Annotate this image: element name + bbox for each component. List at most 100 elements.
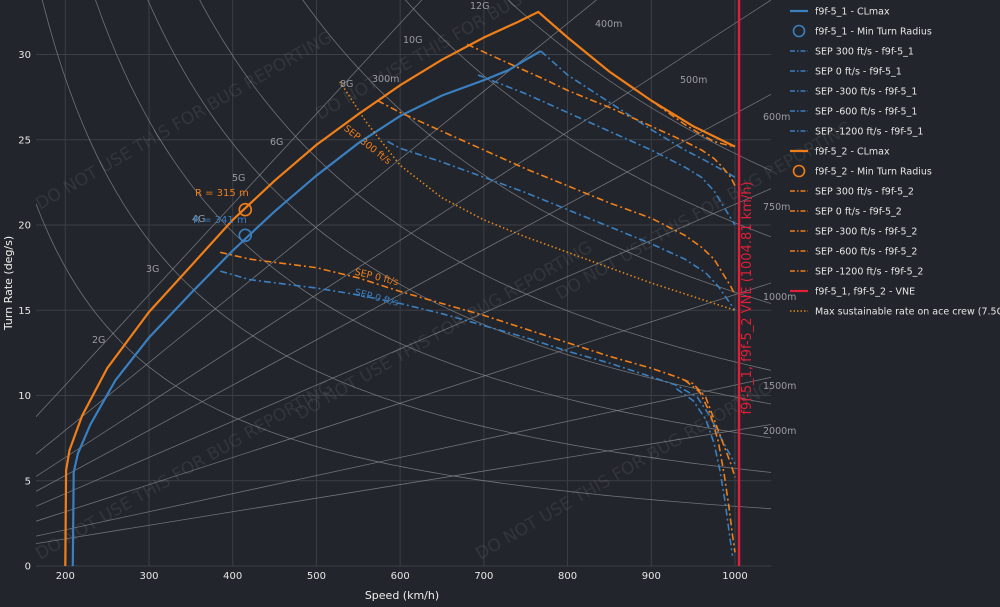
series-line [219,270,736,465]
y-axis-title: Turn Rate (deg/s) [2,236,15,331]
x-tick-label: 1000 [722,571,747,582]
legend-item[interactable]: f9f-5_1, f9f-5_2 - VNE [790,287,915,298]
series-line [477,74,736,226]
x-tick-label: 900 [642,571,661,582]
g-load-label: 3G [146,264,159,275]
legend-item[interactable]: SEP 300 ft/s - f9f-5_1 [790,47,914,58]
radius-line [36,188,771,507]
legend-label: SEP 300 ft/s - f9f-5_2 [815,187,914,198]
g-load-label: 6G [270,137,283,148]
legend-label: SEP -600 ft/s - f9f-5_1 [815,107,917,118]
legend-label: SEP -300 ft/s - f9f-5_2 [815,227,917,238]
radius-line [36,424,771,545]
legend-item[interactable]: SEP -1200 ft/s - f9f-5_2 [790,267,923,278]
legend-item[interactable]: f9f-5_2 - CLmax [790,147,890,158]
x-tick-label: 600 [391,571,410,582]
watermark-text: DO NOT USE THIS FOR BUG REPORTING [553,118,856,305]
legend-item[interactable]: SEP -300 ft/s - f9f-5_2 [790,227,917,238]
g-load-line [404,0,771,238]
legend-label: f9f-5_1 - Min Turn Radius [815,27,932,38]
legend-label: f9f-5_1, f9f-5_2 - VNE [815,287,915,298]
sep-annotation: SEP 300 ft/s [341,123,393,167]
radius-line [36,0,598,455]
radius-line [36,376,771,537]
g-load-label: 8G [340,79,353,90]
series-line [339,81,736,312]
radius-line [36,282,771,522]
axes: Speed (km/h) Turn Rate (deg/s) 200 300 400… [2,50,748,602]
series-line [466,43,736,187]
radius-label: 400m [595,19,622,30]
sep-annotation: SEP 0 ft/s [353,267,399,289]
radius-label: 2000m [763,426,796,437]
legend[interactable]: f9f-5_1 - CLmax f9f-5_1 - Min Turn Radius… [790,7,1000,318]
legend-label: Max sustainable rate on ace crew (7.5G) [815,307,1000,318]
legend-label: SEP 300 ft/s - f9f-5_1 [815,47,914,58]
legend-label: SEP 0 ft/s - f9f-5_2 [815,207,902,218]
x-tick-label: 700 [474,571,493,582]
y-tick-label: 10 [18,391,31,402]
legend-item[interactable]: SEP -600 ft/s - f9f-5_2 [790,247,917,258]
legend-marker-symbol [792,164,806,178]
series-line [220,251,736,478]
g-load-label: 10G [403,35,422,46]
series-line [675,388,734,556]
y-tick-label: 0 [25,562,31,573]
legend-item[interactable]: SEP 300 ft/s - f9f-5_2 [790,187,914,198]
g-load-line [147,0,771,405]
radius-label: 1000m [763,292,796,303]
legend-item[interactable]: SEP 0 ft/s - f9f-5_1 [790,67,902,78]
x-tick-label: 400 [223,571,242,582]
y-tick-label: 30 [18,50,31,61]
y-tick-label: 5 [25,476,31,487]
watermark-text: DO NOT USE THIS FOR BUG REPORTING [293,238,596,425]
y-tick-label: 15 [18,306,31,317]
legend-item[interactable]: f9f-5_1 - Min Turn Radius [792,24,932,38]
min-turn-radius-marker [238,202,253,217]
sep-annotation: SEP 0 ft/s [353,287,399,309]
g-load-label: 12G [470,1,489,12]
grid [36,0,771,567]
min-turn-radius-label: R = 315 m [195,188,249,199]
g-load-label: 4G [192,214,205,225]
legend-item[interactable]: SEP -300 ft/s - f9f-5_1 [790,87,917,98]
series-line [71,50,542,566]
legend-item[interactable]: SEP 0 ft/s - f9f-5_2 [790,207,902,218]
legend-item[interactable]: f9f-5_2 - Min Turn Radius [792,164,932,178]
legend-label: SEP -600 ft/s - f9f-5_2 [815,247,917,258]
legend-label: f9f-5_1 - CLmax [815,7,890,18]
legend-item[interactable]: Max sustainable rate on ace crew (7.5G) [790,307,1000,318]
series-layer [64,0,741,566]
legend-marker-symbol [792,24,806,38]
g-load-line [36,203,771,510]
radius-label: 300m [372,74,399,85]
legend-label: SEP -1200 ft/s - f9f-5_2 [815,267,923,278]
x-tick-label: 300 [139,571,158,582]
g-load-line [95,0,771,439]
series-line [540,50,736,178]
x-axis-title: Speed (km/h) [365,589,439,602]
vne-label: f9f-5_1, f9f-5_2 VNE (1004.81 km/h) [740,181,755,414]
x-tick-label: 200 [56,571,75,582]
legend-label: f9f-5_2 - CLmax [815,147,890,158]
radius-line [36,93,771,492]
watermark-text: DO NOT USE THIS FOR BUG REPORTING [313,0,616,124]
g-load-label: 5G [232,173,245,184]
radius-label: 600m [763,112,790,123]
legend-item[interactable]: SEP -1200 ft/s - f9f-5_1 [790,127,923,138]
min-turn-radius-marker [238,228,253,243]
series-line [537,11,736,148]
radius-label: 500m [680,75,707,86]
series-line [64,10,736,566]
radius-label: 750m [763,202,790,213]
series-line [387,140,736,311]
legend-item[interactable]: f9f-5_1 - CLmax [790,7,890,18]
series-line [377,99,736,296]
x-tick-label: 500 [307,571,326,582]
radius-label: 1500m [763,381,796,392]
legend-item[interactable]: SEP -600 ft/s - f9f-5_1 [790,107,917,118]
x-tick-label: 800 [558,571,577,582]
reference-lines [36,0,771,545]
